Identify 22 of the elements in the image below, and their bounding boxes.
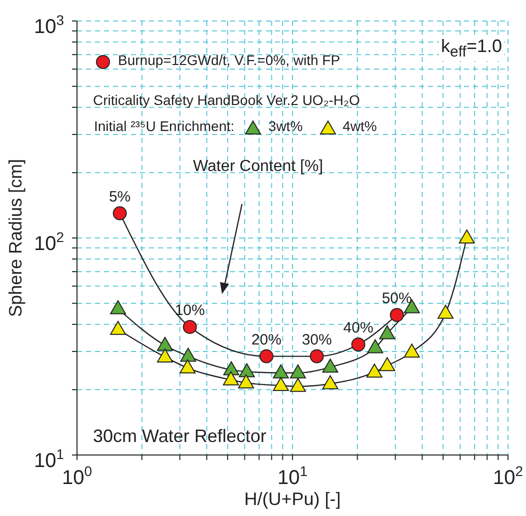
annotation: 20%	[251, 331, 282, 348]
annotation: 5%	[108, 188, 131, 206]
annotation: k$_{eff}$=1.0	[439, 36, 504, 61]
legend-label: 3wt%	[268, 118, 303, 134]
annotation: 40%	[343, 320, 374, 337]
annotation: 50%	[382, 290, 412, 307]
annotation: Criticality Safety HandBook Ver.2 UO₂-H₂O	[93, 92, 360, 108]
annotation: 10%	[174, 302, 205, 319]
y-tick-label: 10$^{3}$	[34, 12, 64, 38]
annotation: 30%	[302, 331, 332, 348]
x-tick-label: 10$^{1}$	[277, 463, 308, 489]
y-tick-label: 10$^{2}$	[34, 229, 64, 255]
x-axis-title: H/(U+Pu) [-]	[244, 489, 341, 509]
legend-title: Initial ²³⁵U Enrichment:	[94, 118, 234, 134]
annotation: Water Content [%]	[193, 158, 324, 176]
legend-label: 4wt%	[342, 118, 377, 134]
y-axis-title: Sphere Radius [cm]	[5, 158, 26, 318]
legend-label: Burnup=12GWd/t, V.F.=0%, with FP	[118, 52, 340, 68]
x-tick-label: 10$^{0}$	[62, 463, 92, 489]
annotation: 30cm Water Reflector	[93, 426, 266, 447]
y-tick-label: 10$^{1}$	[34, 446, 64, 472]
x-tick-label: 10$^{2}$	[492, 463, 524, 489]
